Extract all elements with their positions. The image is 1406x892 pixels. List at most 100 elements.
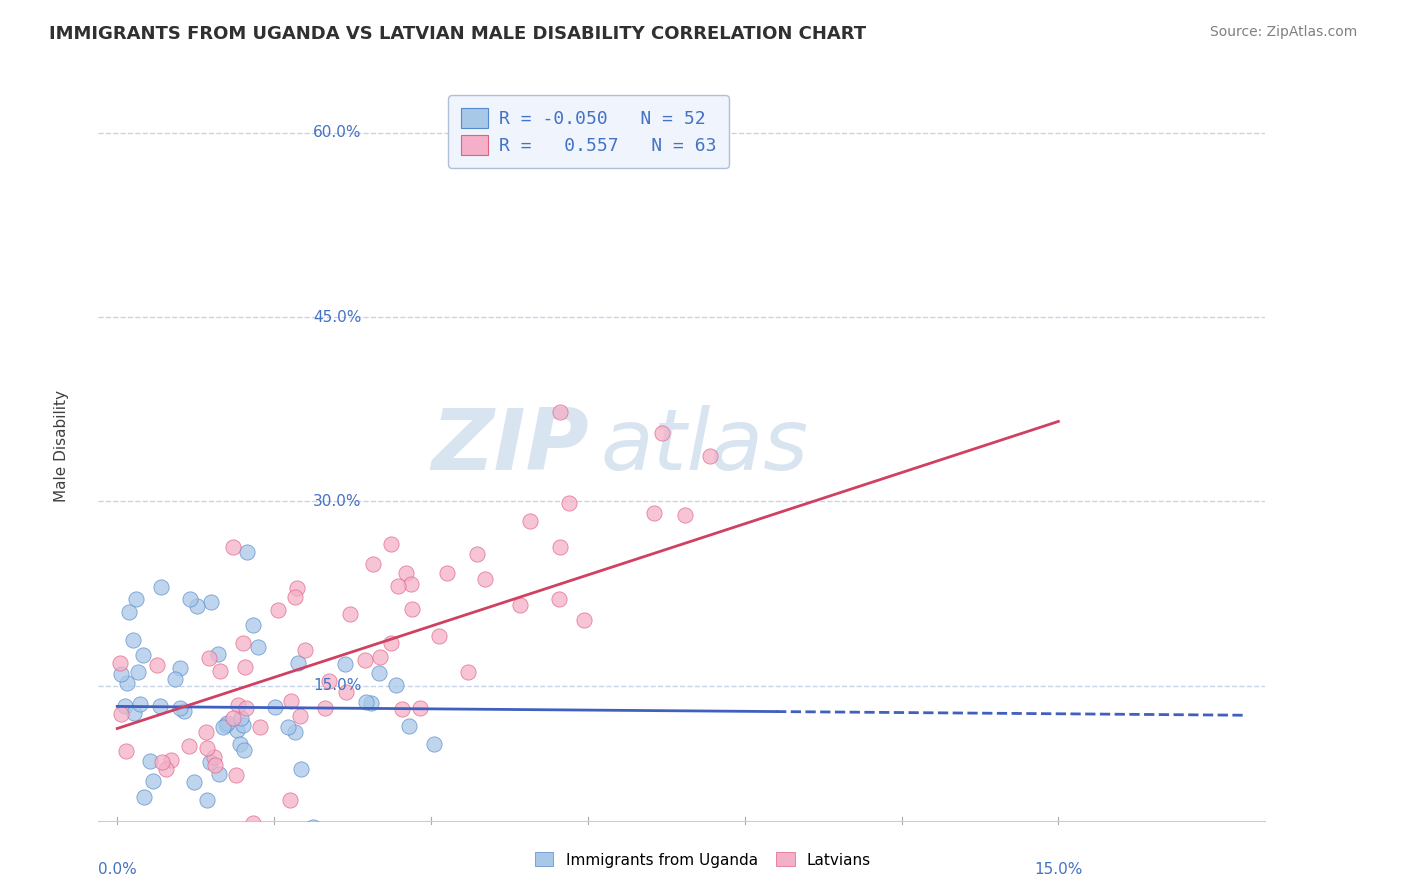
Point	[200, 755, 222, 769]
Point	[198, 651, 221, 665]
Point	[150, 755, 173, 769]
Point	[128, 697, 150, 711]
Point	[547, 591, 569, 606]
Point	[155, 762, 177, 776]
Point	[222, 711, 245, 725]
Text: ZIP: ZIP	[430, 404, 589, 488]
Point	[169, 661, 191, 675]
Point	[361, 557, 384, 571]
Point	[122, 632, 145, 647]
Point	[249, 720, 271, 734]
Point	[457, 665, 479, 679]
Point	[284, 590, 307, 604]
Point	[169, 701, 191, 715]
Point	[285, 581, 308, 595]
Point	[173, 704, 195, 718]
Text: 15.0%: 15.0%	[1035, 862, 1083, 877]
Point	[427, 630, 450, 644]
Point	[385, 677, 408, 691]
Point	[267, 603, 290, 617]
Point	[360, 696, 382, 710]
Point	[242, 815, 264, 830]
Point	[250, 841, 273, 855]
Point	[572, 614, 595, 628]
Text: atlas: atlas	[600, 404, 808, 488]
Point	[149, 699, 172, 714]
Point	[287, 656, 309, 670]
Point	[236, 826, 259, 840]
Point	[290, 762, 312, 776]
Point	[335, 685, 357, 699]
Point	[242, 617, 264, 632]
Point	[225, 768, 247, 782]
Point	[194, 724, 217, 739]
Point	[294, 643, 316, 657]
Text: 45.0%: 45.0%	[314, 310, 361, 325]
Point	[423, 737, 446, 751]
Point	[125, 591, 148, 606]
Point	[207, 647, 229, 661]
Point	[643, 506, 665, 520]
Text: IMMIGRANTS FROM UGANDA VS LATVIAN MALE DISABILITY CORRELATION CHART: IMMIGRANTS FROM UGANDA VS LATVIAN MALE D…	[49, 25, 866, 43]
Point	[380, 536, 402, 550]
Point	[132, 790, 155, 805]
Point	[302, 821, 325, 835]
Point	[354, 653, 377, 667]
Point	[395, 566, 418, 580]
Point	[356, 695, 378, 709]
Point	[333, 657, 356, 671]
Point	[146, 657, 169, 672]
Point	[235, 701, 257, 715]
Point	[177, 739, 200, 753]
Point	[207, 767, 229, 781]
Point	[247, 640, 270, 654]
Text: Source: ZipAtlas.com: Source: ZipAtlas.com	[1209, 25, 1357, 39]
Point	[212, 720, 235, 734]
Point	[127, 665, 149, 680]
Point	[398, 719, 420, 733]
Point	[226, 698, 249, 712]
Point	[179, 592, 201, 607]
Point	[226, 723, 249, 738]
Point	[651, 425, 673, 440]
Point	[110, 656, 132, 670]
Point	[264, 699, 287, 714]
Point	[215, 716, 238, 731]
Point	[314, 701, 336, 715]
Point	[183, 775, 205, 789]
Point	[380, 636, 402, 650]
Text: 60.0%: 60.0%	[314, 125, 361, 140]
Point	[139, 754, 162, 768]
Point	[548, 405, 571, 419]
Point	[368, 666, 391, 681]
Point	[215, 718, 238, 732]
Point	[233, 660, 256, 674]
Point	[209, 664, 232, 678]
Point	[558, 496, 581, 510]
Point	[160, 752, 183, 766]
Point	[195, 793, 218, 807]
Point	[387, 579, 409, 593]
Point	[236, 545, 259, 559]
Point	[474, 572, 496, 586]
Point	[222, 540, 245, 554]
Point	[122, 706, 145, 720]
Point	[368, 650, 391, 665]
Point	[401, 601, 423, 615]
Point	[229, 737, 252, 751]
Point	[204, 757, 226, 772]
Point	[509, 599, 531, 613]
Point	[278, 793, 301, 807]
Point	[110, 667, 132, 681]
Point	[233, 743, 256, 757]
Point	[318, 673, 340, 688]
Point	[118, 606, 141, 620]
Point	[290, 709, 312, 723]
Point	[673, 508, 696, 522]
Point	[391, 702, 413, 716]
Text: 0.0%: 0.0%	[98, 862, 136, 877]
Point	[122, 874, 145, 888]
Point	[200, 595, 222, 609]
Point	[149, 580, 172, 594]
Point	[114, 743, 136, 757]
